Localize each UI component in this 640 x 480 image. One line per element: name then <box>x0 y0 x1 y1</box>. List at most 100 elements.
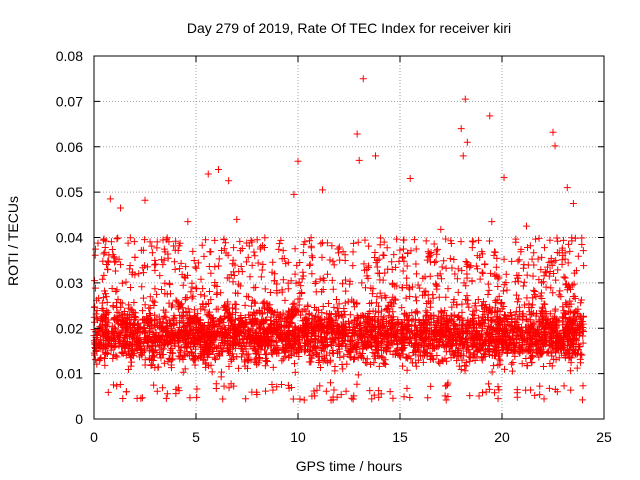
data-point <box>485 342 493 350</box>
data-point <box>551 305 559 313</box>
data-point <box>128 268 136 276</box>
data-point <box>188 279 196 287</box>
data-point <box>202 345 210 353</box>
data-point <box>215 262 223 270</box>
data-point <box>554 266 562 274</box>
data-point <box>376 328 384 336</box>
data-point <box>485 307 493 315</box>
data-point <box>431 330 439 338</box>
data-point <box>419 319 427 327</box>
data-point <box>100 271 108 279</box>
data-point <box>561 354 569 362</box>
data-point <box>524 317 532 325</box>
data-point <box>327 396 335 404</box>
data-point <box>430 311 438 319</box>
data-point <box>426 258 434 266</box>
data-point <box>273 383 281 391</box>
data-point <box>499 324 507 332</box>
data-point <box>157 354 165 362</box>
data-point <box>555 291 563 299</box>
data-point <box>137 348 145 356</box>
data-point <box>172 237 180 245</box>
data-point <box>318 288 326 296</box>
data-point <box>478 248 486 256</box>
data-point <box>366 360 374 368</box>
data-point <box>313 350 321 358</box>
data-point <box>290 328 298 336</box>
data-point <box>121 307 129 315</box>
data-point <box>444 393 452 401</box>
data-point <box>381 269 389 277</box>
data-point <box>307 242 315 250</box>
data-point <box>166 348 174 356</box>
data-point <box>327 324 335 332</box>
data-point <box>305 311 313 319</box>
data-point <box>400 344 408 352</box>
data-point <box>163 234 171 242</box>
data-point <box>526 242 534 250</box>
data-point <box>527 303 535 311</box>
data-point <box>528 332 536 340</box>
data-point <box>344 350 352 358</box>
data-point <box>406 175 414 183</box>
data-point <box>159 261 167 269</box>
data-point <box>433 250 441 258</box>
data-point <box>252 283 260 291</box>
data-point <box>455 313 463 321</box>
data-point <box>140 335 148 343</box>
data-point <box>430 259 438 267</box>
data-point <box>110 253 118 261</box>
data-point <box>579 313 587 321</box>
data-point <box>329 285 337 293</box>
data-point <box>491 272 499 280</box>
data-point <box>162 332 170 340</box>
data-point <box>412 260 420 268</box>
data-point <box>472 306 480 314</box>
data-point <box>340 352 348 360</box>
data-point <box>95 294 103 302</box>
data-point <box>285 384 293 392</box>
data-point <box>111 267 119 275</box>
data-point <box>436 359 444 367</box>
data-point <box>544 263 552 271</box>
data-point <box>223 300 231 308</box>
data-point <box>484 330 492 338</box>
data-point <box>545 384 553 392</box>
data-point <box>559 340 567 348</box>
data-point <box>512 291 520 299</box>
data-point <box>307 234 315 242</box>
data-point <box>480 298 488 306</box>
data-point <box>434 245 442 253</box>
data-point <box>139 294 147 302</box>
data-point <box>332 295 340 303</box>
data-point <box>170 242 178 250</box>
data-point <box>138 394 146 402</box>
data-point <box>508 257 516 265</box>
data-point <box>455 345 463 353</box>
data-point <box>191 361 199 369</box>
data-point <box>149 352 157 360</box>
data-point <box>237 314 245 322</box>
data-point <box>426 341 434 349</box>
data-point <box>337 391 345 399</box>
data-point <box>189 334 197 342</box>
data-point <box>277 334 285 342</box>
data-point <box>248 388 256 396</box>
data-point <box>295 353 303 361</box>
data-point <box>423 300 431 308</box>
data-point <box>552 337 560 345</box>
data-point <box>399 350 407 358</box>
data-point <box>511 311 519 319</box>
data-point <box>331 367 339 375</box>
data-point <box>427 249 435 257</box>
data-point <box>472 299 480 307</box>
data-point <box>219 395 227 403</box>
data-point <box>148 361 156 369</box>
data-point <box>250 298 258 306</box>
data-point <box>161 312 169 320</box>
data-point <box>537 338 545 346</box>
data-point <box>364 342 372 350</box>
data-point <box>485 337 493 345</box>
data-point <box>187 288 195 296</box>
data-point <box>535 316 543 324</box>
